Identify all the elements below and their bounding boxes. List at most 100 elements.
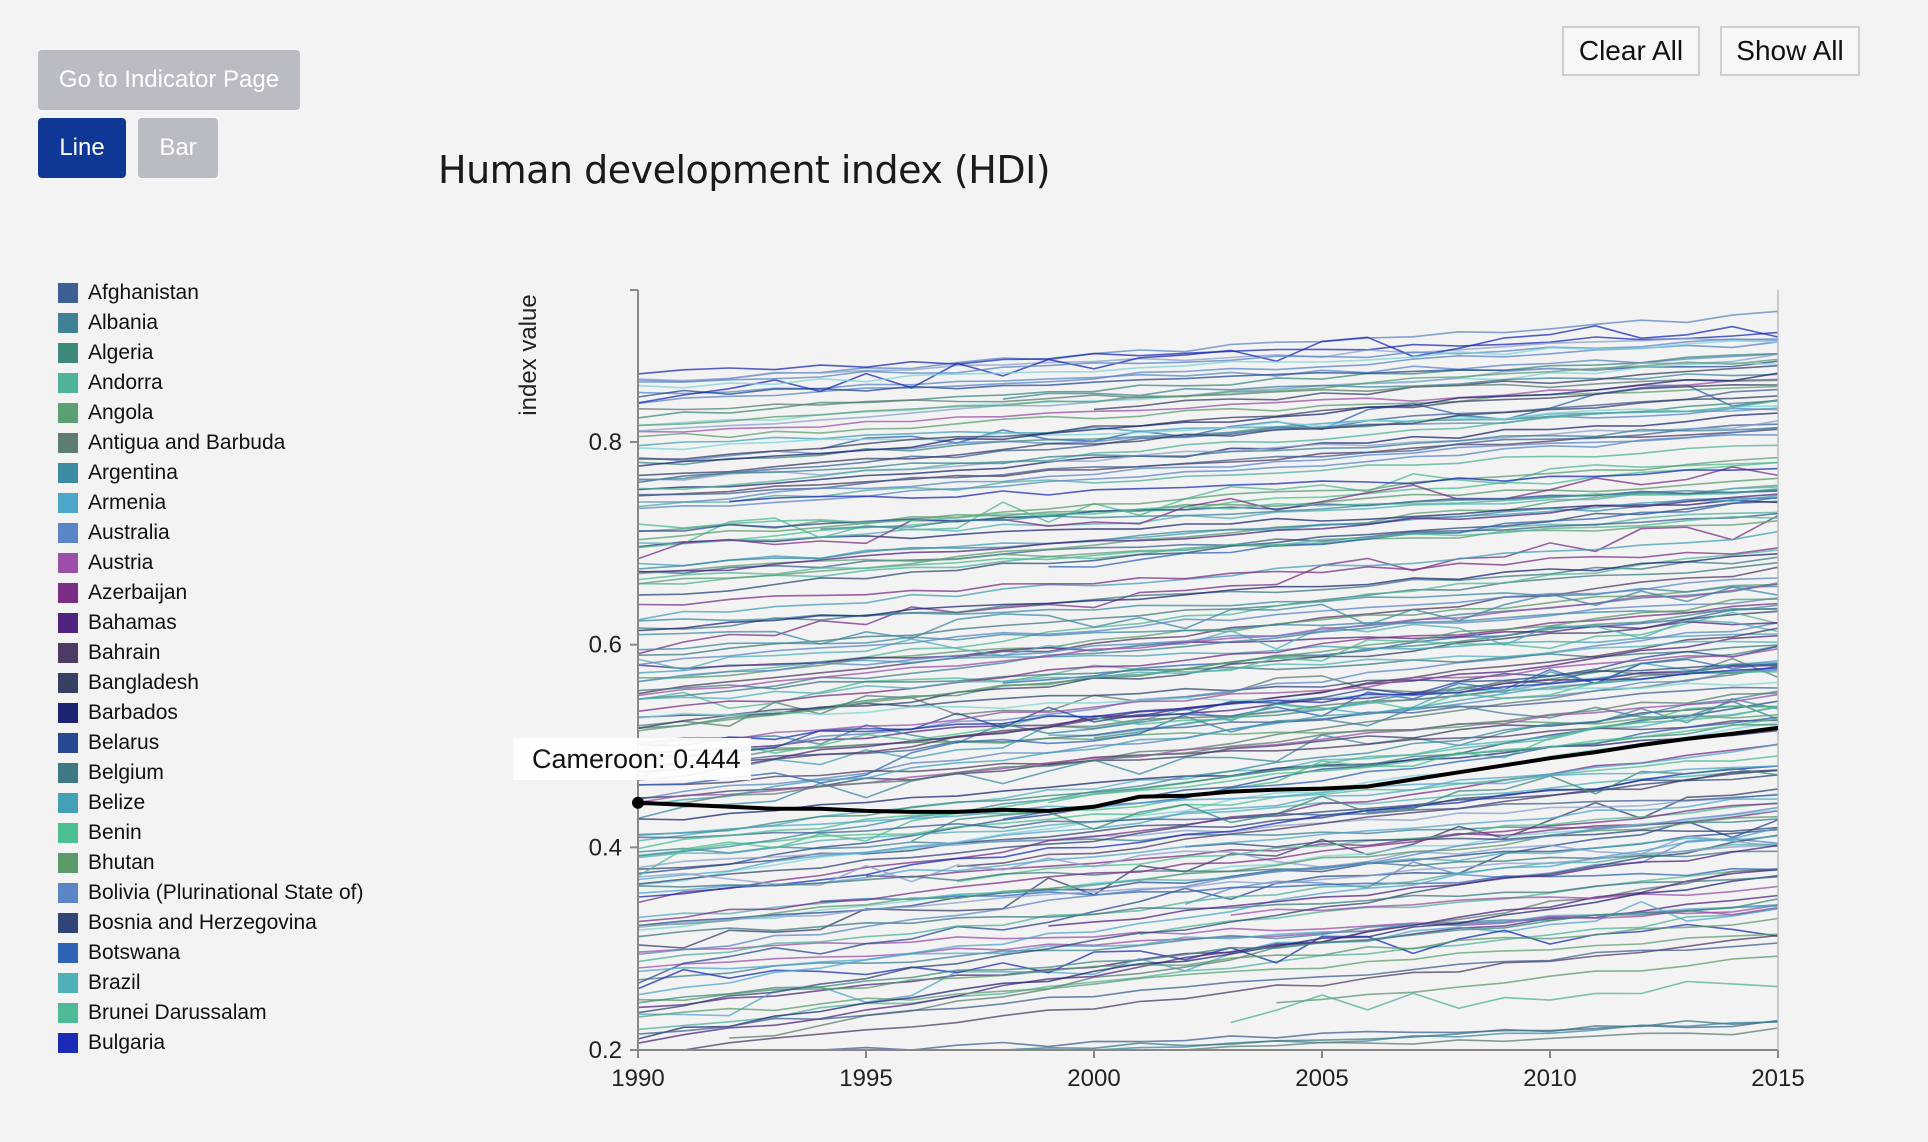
series-line[interactable] <box>637 339 1779 389</box>
series-line[interactable] <box>1276 955 1779 1004</box>
series-line[interactable] <box>637 850 1779 888</box>
series-line[interactable] <box>637 815 1779 927</box>
series-line[interactable] <box>637 324 1779 404</box>
series-line[interactable] <box>637 835 1779 919</box>
series-line[interactable] <box>637 427 1779 481</box>
series-line[interactable] <box>637 395 1779 477</box>
legend-item[interactable]: Austria <box>58 548 458 578</box>
series-line[interactable] <box>1002 607 1779 684</box>
series-line[interactable] <box>637 378 1779 411</box>
series-line[interactable] <box>637 743 1779 904</box>
legend-item[interactable]: Belgium <box>58 758 458 788</box>
legend-item[interactable]: Botswana <box>58 938 458 968</box>
series-line[interactable] <box>1048 844 1779 927</box>
series-line[interactable] <box>637 577 1779 666</box>
series-line[interactable] <box>637 385 1779 439</box>
series-line[interactable] <box>637 644 1779 692</box>
series-line[interactable] <box>637 407 1779 447</box>
series-line[interactable] <box>637 690 1779 857</box>
series-line[interactable] <box>729 1027 1779 1051</box>
series-line[interactable] <box>637 420 1779 481</box>
series-line[interactable] <box>637 755 1779 857</box>
legend-item[interactable]: Bahrain <box>58 638 458 668</box>
legend-item[interactable]: Brunei Darussalam <box>58 998 458 1028</box>
series-line[interactable] <box>637 352 1779 419</box>
series-line[interactable] <box>637 765 1779 837</box>
series-line[interactable] <box>638 934 1779 1051</box>
series-line[interactable] <box>637 942 1779 1035</box>
legend-item[interactable]: Bhutan <box>58 848 458 878</box>
series-line[interactable] <box>637 497 1779 570</box>
series-line[interactable] <box>637 667 1779 747</box>
legend-item[interactable]: Albania <box>58 308 458 338</box>
series-line[interactable] <box>637 512 1779 575</box>
series-line[interactable] <box>637 583 1779 679</box>
series-line[interactable] <box>637 484 1779 585</box>
series-line[interactable] <box>637 310 1779 383</box>
legend-item[interactable]: Angola <box>58 398 458 428</box>
series-line[interactable] <box>637 337 1779 382</box>
series-line[interactable] <box>637 640 1779 700</box>
legend-item[interactable]: Azerbaijan <box>58 578 458 608</box>
series-line[interactable] <box>637 444 1779 508</box>
series-line[interactable] <box>637 933 1779 1018</box>
legend-item[interactable]: Bangladesh <box>58 668 458 698</box>
series-line[interactable] <box>637 743 1779 881</box>
legend-item[interactable]: Armenia <box>58 488 458 518</box>
series-line[interactable] <box>637 372 1779 467</box>
series-line[interactable] <box>637 648 1779 745</box>
series-line[interactable] <box>911 767 1779 842</box>
series-line[interactable] <box>1184 837 1779 906</box>
series-line[interactable] <box>637 530 1779 621</box>
series-line[interactable] <box>637 486 1779 545</box>
bar-view-button[interactable]: Bar <box>138 118 218 178</box>
clear-all-button[interactable]: Clear All <box>1562 26 1700 76</box>
legend-item[interactable]: Antigua and Barbuda <box>58 428 458 458</box>
line-view-button[interactable]: Line <box>38 118 126 178</box>
legend-item[interactable]: Andorra <box>58 368 458 398</box>
legend-item[interactable]: Bosnia and Herzegovina <box>58 908 458 938</box>
series-line[interactable] <box>637 907 1779 1031</box>
series-line[interactable] <box>637 477 1779 533</box>
series-line[interactable] <box>637 794 1779 839</box>
series-line[interactable] <box>637 900 1779 1017</box>
series-line[interactable] <box>637 547 1779 606</box>
series-line[interactable] <box>637 358 1779 427</box>
series-line[interactable] <box>729 467 1779 503</box>
series-line[interactable] <box>1230 980 1779 1024</box>
series-line[interactable] <box>637 433 1779 510</box>
legend-item[interactable]: Barbados <box>58 698 458 728</box>
series-line[interactable] <box>637 466 1779 560</box>
legend-item[interactable]: Afghanistan <box>58 278 458 308</box>
legend-item[interactable]: Bolivia (Plurinational State of) <box>58 878 458 908</box>
series-line[interactable] <box>637 602 1779 713</box>
legend-item[interactable]: Australia <box>58 518 458 548</box>
series-line[interactable] <box>637 597 1779 683</box>
series-line[interactable] <box>637 383 1779 460</box>
series-line[interactable] <box>637 874 1779 1040</box>
series-line[interactable] <box>637 802 1779 923</box>
series-line[interactable] <box>637 566 1779 695</box>
series-line[interactable] <box>637 898 1779 1004</box>
series-line[interactable] <box>1048 665 1779 766</box>
series-line[interactable] <box>637 917 1779 1002</box>
series-line[interactable] <box>637 353 1779 395</box>
series-line[interactable] <box>637 561 1779 656</box>
series-line[interactable] <box>637 412 1779 491</box>
series-line[interactable] <box>637 819 1779 985</box>
series-line[interactable] <box>637 681 1779 719</box>
legend-item[interactable]: Bahamas <box>58 608 458 638</box>
series-line[interactable] <box>637 843 1779 963</box>
show-all-button[interactable]: Show All <box>1720 26 1860 76</box>
go-to-indicator-page-button[interactable]: Go to Indicator Page <box>38 50 300 110</box>
series-line[interactable] <box>637 670 1779 754</box>
series-line[interactable] <box>637 793 1779 869</box>
series-line[interactable] <box>1002 373 1779 400</box>
series-line[interactable] <box>957 769 1779 868</box>
series-line[interactable] <box>637 723 1779 836</box>
series-line[interactable] <box>637 399 1779 491</box>
series-line[interactable] <box>637 456 1779 541</box>
series-line[interactable] <box>637 661 1779 807</box>
series-line[interactable] <box>637 515 1779 581</box>
series-line[interactable] <box>637 461 1779 549</box>
